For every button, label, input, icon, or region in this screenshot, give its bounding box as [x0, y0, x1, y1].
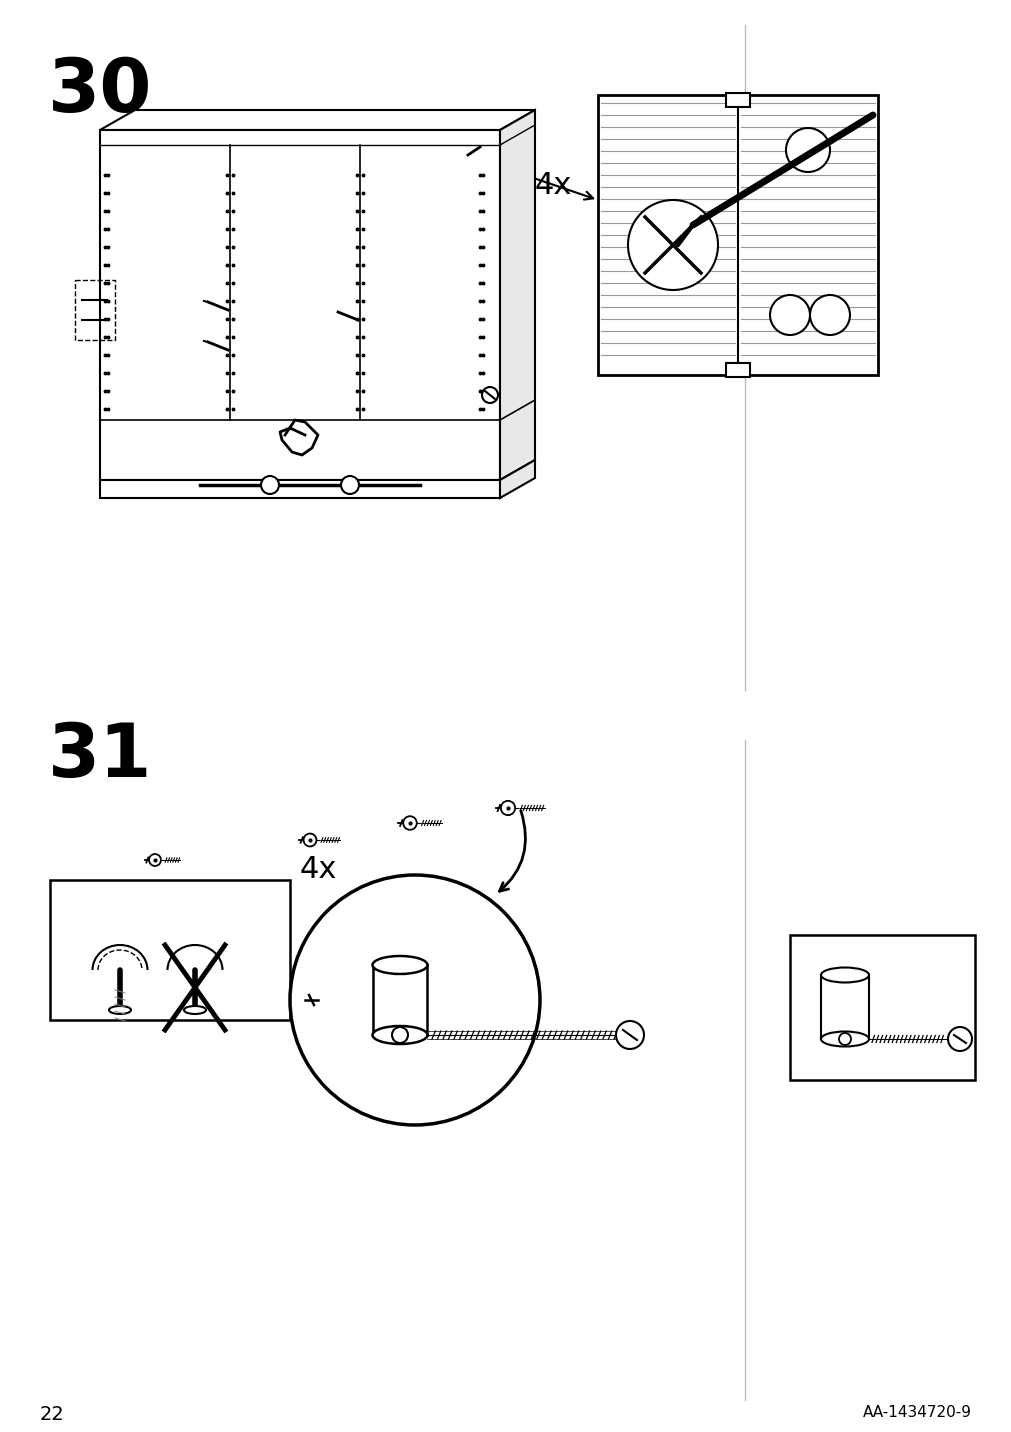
- Circle shape: [290, 875, 540, 1126]
- Polygon shape: [100, 130, 499, 480]
- Circle shape: [809, 295, 849, 335]
- Ellipse shape: [820, 1031, 868, 1047]
- Circle shape: [947, 1027, 971, 1051]
- Bar: [725, 93, 749, 107]
- Circle shape: [628, 200, 717, 291]
- Circle shape: [838, 1032, 850, 1045]
- Polygon shape: [499, 460, 535, 498]
- Circle shape: [391, 1027, 407, 1042]
- Ellipse shape: [820, 968, 868, 982]
- Text: 30: 30: [48, 54, 153, 127]
- Circle shape: [341, 475, 359, 494]
- Ellipse shape: [372, 1025, 427, 1044]
- Polygon shape: [499, 110, 535, 480]
- Ellipse shape: [109, 1007, 130, 1014]
- Ellipse shape: [372, 957, 427, 974]
- Circle shape: [149, 853, 161, 866]
- Circle shape: [303, 833, 316, 846]
- Circle shape: [786, 127, 829, 172]
- Text: 31: 31: [48, 720, 153, 793]
- Text: 4x: 4x: [535, 170, 572, 199]
- Bar: [725, 362, 749, 377]
- Circle shape: [500, 800, 515, 815]
- Ellipse shape: [184, 1007, 206, 1014]
- Bar: [75, 281, 115, 339]
- Bar: [50, 881, 290, 1020]
- Text: 4x: 4x: [299, 855, 337, 885]
- Bar: [790, 935, 974, 1080]
- Circle shape: [261, 475, 279, 494]
- Polygon shape: [100, 480, 499, 498]
- Bar: [598, 95, 878, 375]
- Circle shape: [616, 1021, 643, 1050]
- Circle shape: [769, 295, 809, 335]
- Text: 110646: 110646: [385, 1110, 444, 1126]
- Circle shape: [481, 387, 497, 402]
- Text: AA-1434720-9: AA-1434720-9: [862, 1405, 971, 1421]
- Circle shape: [402, 816, 417, 829]
- Polygon shape: [100, 110, 535, 130]
- Text: 22: 22: [40, 1405, 65, 1423]
